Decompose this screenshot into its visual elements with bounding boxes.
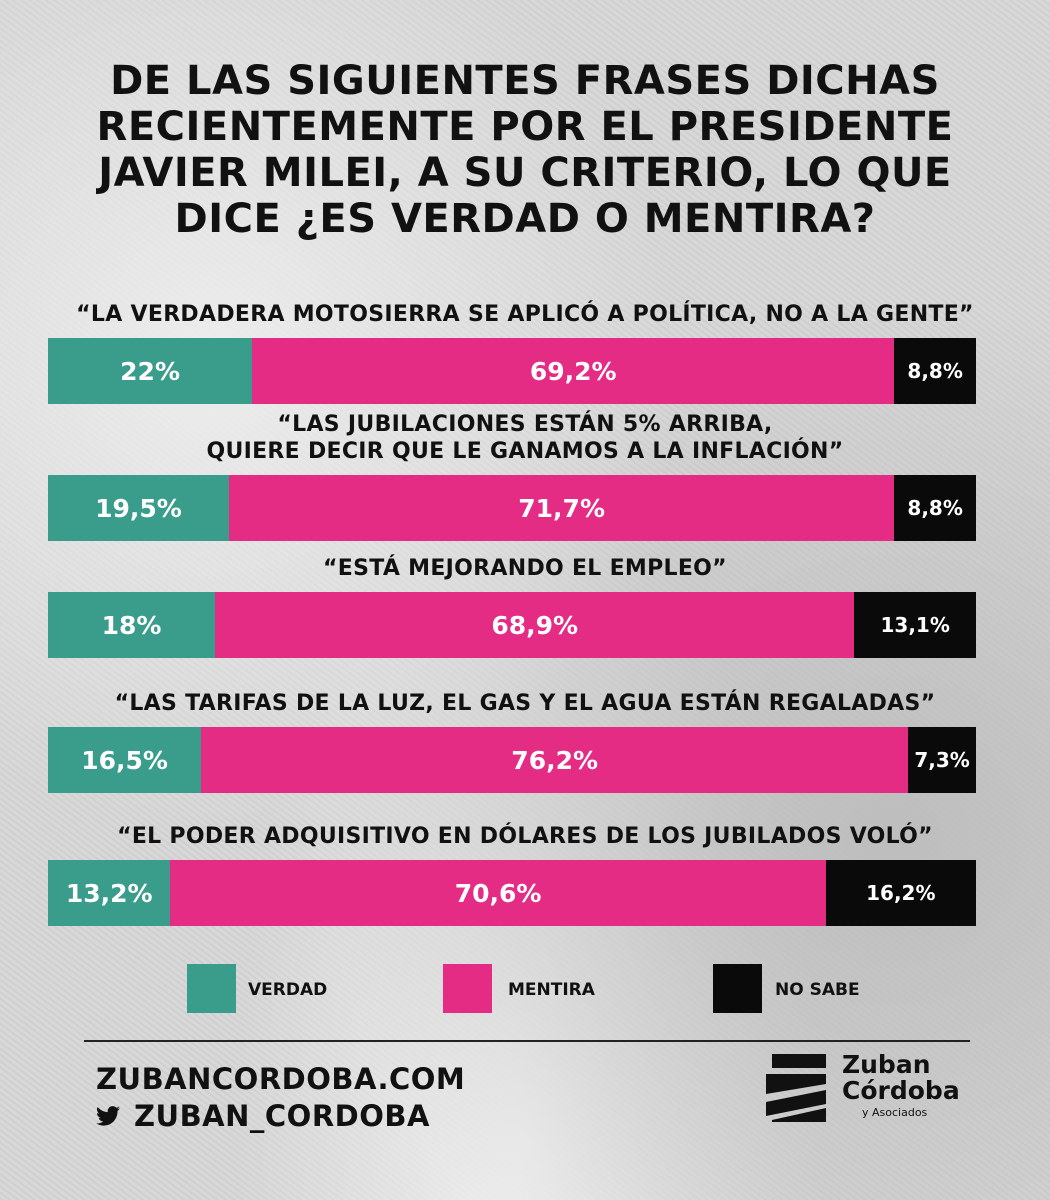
data-label: 7,3% (914, 748, 970, 772)
quote-line: “LAS JUBILACIONES ESTÁN 5% ARRIBA, (277, 412, 773, 437)
bar-segment-verdad: 13,2% (48, 860, 171, 926)
stacked-bar: 22% 69,2% 8,8% (48, 338, 976, 404)
chart-title: DE LAS SIGUIENTES FRASES DICHAS RECIENTE… (0, 58, 1050, 242)
stacked-bar: 18% 68,9% 13,1% (48, 592, 976, 658)
legend-swatch-no-sabe (713, 964, 762, 1013)
data-label: 8,8% (907, 496, 963, 520)
stacked-bar: 13,2% 70,6% 16,2% (48, 860, 976, 926)
row-quote: “ESTÁ MEJORANDO EL EMPLEO” (20, 555, 1030, 582)
data-label: 71,7% (518, 493, 605, 523)
zuban-cordoba-logo-mark (766, 1054, 826, 1122)
bar-segment-no-sabe: 8,8% (894, 475, 976, 541)
quote-line: “LAS TARIFAS DE LA LUZ, EL GAS Y EL AGUA… (114, 691, 936, 716)
legend-label-mentira: MENTIRA (508, 980, 595, 1000)
row-quote: “LAS JUBILACIONES ESTÁN 5% ARRIBA, QUIERE… (20, 411, 1030, 465)
row-quote: “LAS TARIFAS DE LA LUZ, EL GAS Y EL AGUA… (20, 690, 1030, 717)
legend-swatch-mentira (443, 964, 492, 1013)
website-link[interactable]: ZUBANCORDOBA.COM (96, 1062, 466, 1096)
row-quote: “LA VERDADERA MOTOSIERRA SE APLICÓ A POL… (20, 301, 1030, 328)
bar-segment-verdad: 16,5% (48, 727, 202, 793)
quote-line: “EL PODER ADQUISITIVO EN DÓLARES DE LOS … (117, 824, 933, 849)
data-label: 76,2% (511, 745, 599, 775)
zuban-cordoba-logo: Zuban Córdoba y Asociados (766, 1050, 966, 1130)
quote-line: QUIERE DECIR QUE LE GANAMOS A LA INFLACI… (206, 439, 844, 464)
data-label: 68,9% (491, 610, 579, 640)
bar-segment-mentira: 71,7% (228, 475, 895, 541)
data-label: 8,8% (907, 359, 963, 383)
bar-segment-no-sabe: 7,3% (908, 727, 976, 793)
data-label: 16,5% (81, 745, 168, 775)
bar-segment-mentira: 70,6% (170, 860, 826, 926)
title-line: DE LAS SIGUIENTES FRASES DICHAS (110, 58, 940, 104)
bar-segment-verdad: 22% (48, 338, 253, 404)
bar-segment-verdad: 19,5% (48, 475, 229, 541)
data-label: 19,5% (95, 493, 182, 523)
bar-segment-mentira: 68,9% (215, 592, 855, 658)
data-label: 16,2% (866, 881, 936, 905)
bar-segment-mentira: 69,2% (252, 338, 895, 404)
bar-segment-no-sabe: 8,8% (894, 338, 976, 404)
twitter-bird-icon (96, 1106, 120, 1126)
title-line: DICE ¿ES VERDAD O MENTIRA? (174, 196, 876, 242)
data-label: 22% (120, 356, 180, 386)
data-label: 69,2% (529, 356, 617, 386)
bar-segment-no-sabe: 16,2% (825, 860, 976, 926)
logo-text-cordoba: Córdoba (842, 1076, 960, 1105)
stacked-bar: 19,5% 71,7% 8,8% (48, 475, 976, 541)
quote-line: “LA VERDADERA MOTOSIERRA SE APLICÓ A POL… (76, 302, 974, 327)
row-quote: “EL PODER ADQUISITIVO EN DÓLARES DE LOS … (20, 823, 1030, 850)
bar-segment-verdad: 18% (48, 592, 216, 658)
stacked-bar: 16,5% 76,2% 7,3% (48, 727, 976, 793)
bar-segment-no-sabe: 13,1% (854, 592, 976, 658)
data-label: 18% (101, 610, 162, 640)
footer-divider (84, 1040, 970, 1042)
bar-segment-mentira: 76,2% (201, 727, 909, 793)
title-line: JAVIER MILEI, A SU CRITERIO, LO QUE (98, 150, 952, 196)
logo-text-zuban: Zuban (842, 1050, 931, 1079)
legend-label-no-sabe: NO SABE (775, 980, 860, 1000)
data-label: 13,1% (880, 613, 950, 637)
legend-label-verdad: VERDAD (248, 980, 328, 1000)
legend-swatch-verdad (187, 964, 236, 1013)
data-label: 70,6% (454, 878, 542, 908)
title-line: RECIENTEMENTE POR EL PRESIDENTE (96, 104, 954, 150)
data-label: 13,2% (65, 878, 153, 908)
logo-text-asociados: y Asociados (862, 1106, 928, 1119)
twitter-link[interactable]: ZUBAN_CORDOBA (96, 1098, 430, 1134)
twitter-handle: ZUBAN_CORDOBA (134, 1099, 430, 1133)
quote-line: “ESTÁ MEJORANDO EL EMPLEO” (323, 556, 727, 581)
